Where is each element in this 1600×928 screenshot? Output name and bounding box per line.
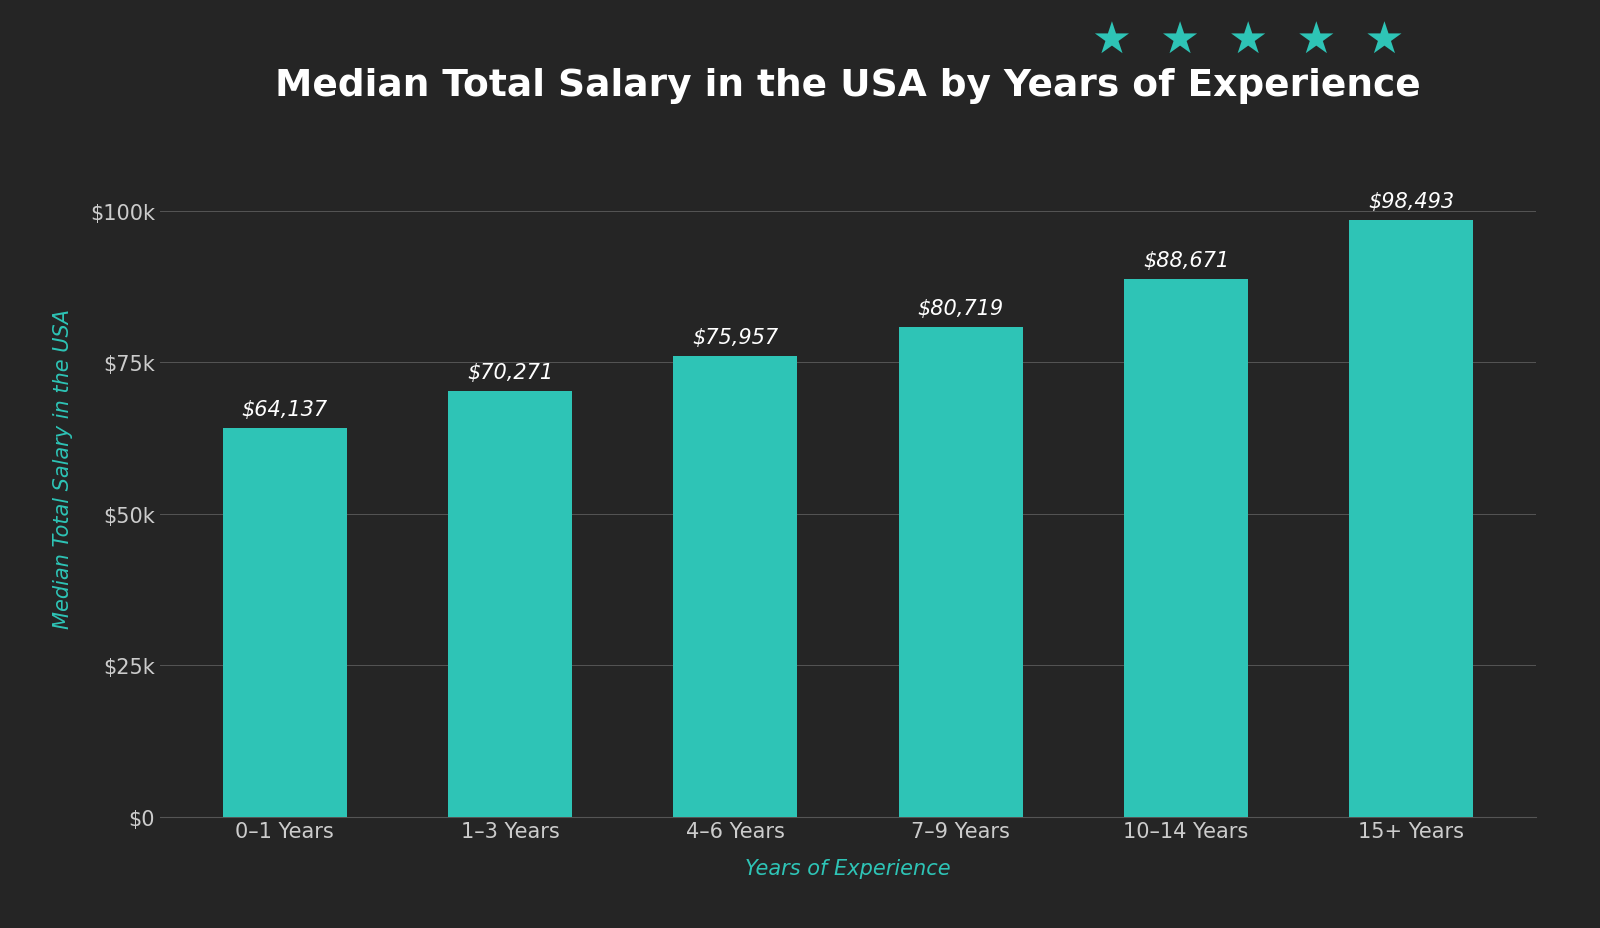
Y-axis label: Median Total Salary in the USA: Median Total Salary in the USA xyxy=(53,309,74,628)
Bar xyxy=(1125,280,1248,817)
Text: $88,671: $88,671 xyxy=(1142,251,1229,271)
Title: Median Total Salary in the USA by Years of Experience: Median Total Salary in the USA by Years … xyxy=(275,68,1421,104)
Bar xyxy=(899,329,1022,817)
Text: $75,957: $75,957 xyxy=(693,328,778,348)
Text: $70,271: $70,271 xyxy=(467,362,554,382)
Bar xyxy=(448,392,571,817)
Text: $98,493: $98,493 xyxy=(1368,191,1454,212)
Bar xyxy=(1349,221,1474,817)
Bar xyxy=(222,429,347,817)
X-axis label: Years of Experience: Years of Experience xyxy=(746,858,950,878)
Text: $80,719: $80,719 xyxy=(918,299,1003,319)
Bar xyxy=(674,357,797,817)
Text: ★  ★  ★  ★  ★: ★ ★ ★ ★ ★ xyxy=(1091,20,1405,63)
Text: $64,137: $64,137 xyxy=(242,399,328,419)
